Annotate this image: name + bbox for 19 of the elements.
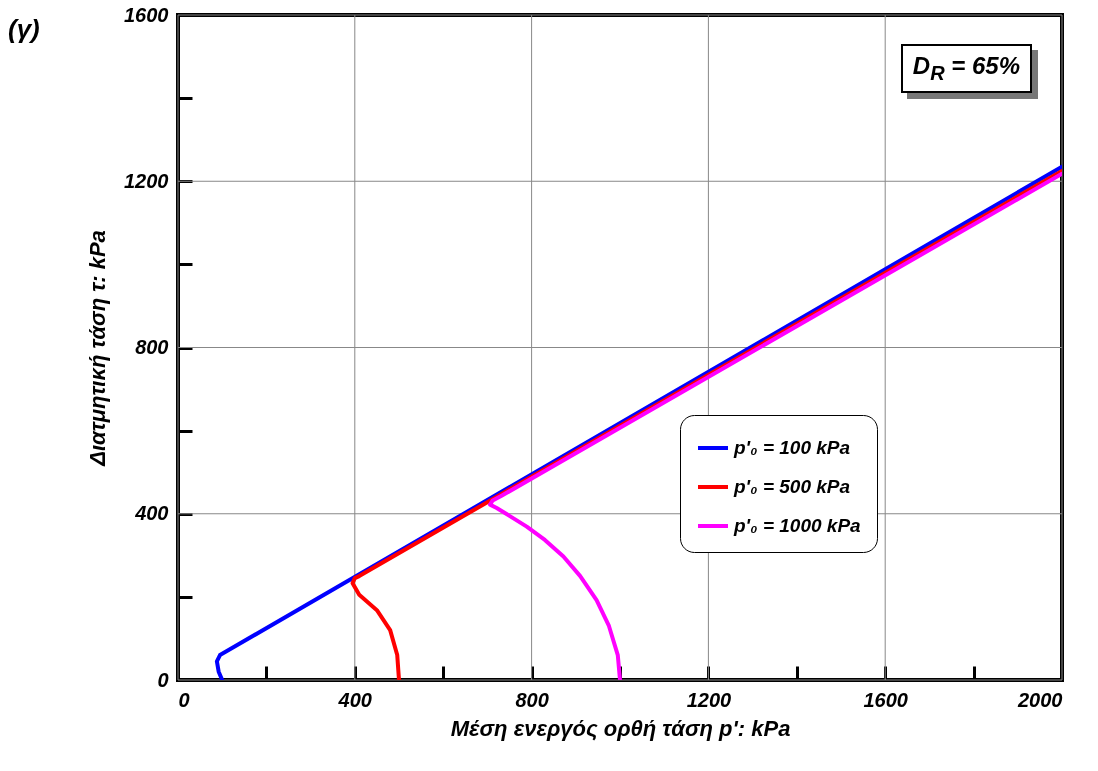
x-tick-label: 400 [337,688,372,711]
x-tick-label: 2000 [1017,688,1063,711]
y-axis-title: Διατμητική τάση τ: kPa [85,230,111,467]
x-axis-title: Μέση ενεργός ορθή τάση p': kPa [450,715,791,741]
legend-label: p'₀ = 500 kPa [733,476,851,497]
y-tick-label: 0 [157,668,169,691]
y-tick-label: 400 [134,502,169,525]
line-series [488,171,1062,680]
chart-title: (γ) [8,14,40,45]
legend-label: p'₀ = 100 kPa [733,437,851,458]
y-tick-label: 800 [135,336,169,358]
legend-label: p'₀ = 1000 kPa [733,515,862,536]
x-tick-label: 1600 [863,688,908,711]
y-tick-label: 1600 [124,3,169,26]
x-tick-label: 0 [178,688,190,711]
x-tick-label: 1200 [686,688,732,711]
x-tick-label: 800 [515,688,549,711]
y-tick-label: 1200 [124,169,169,192]
annotation: D$_{R}$ = 65% [900,44,1032,93]
